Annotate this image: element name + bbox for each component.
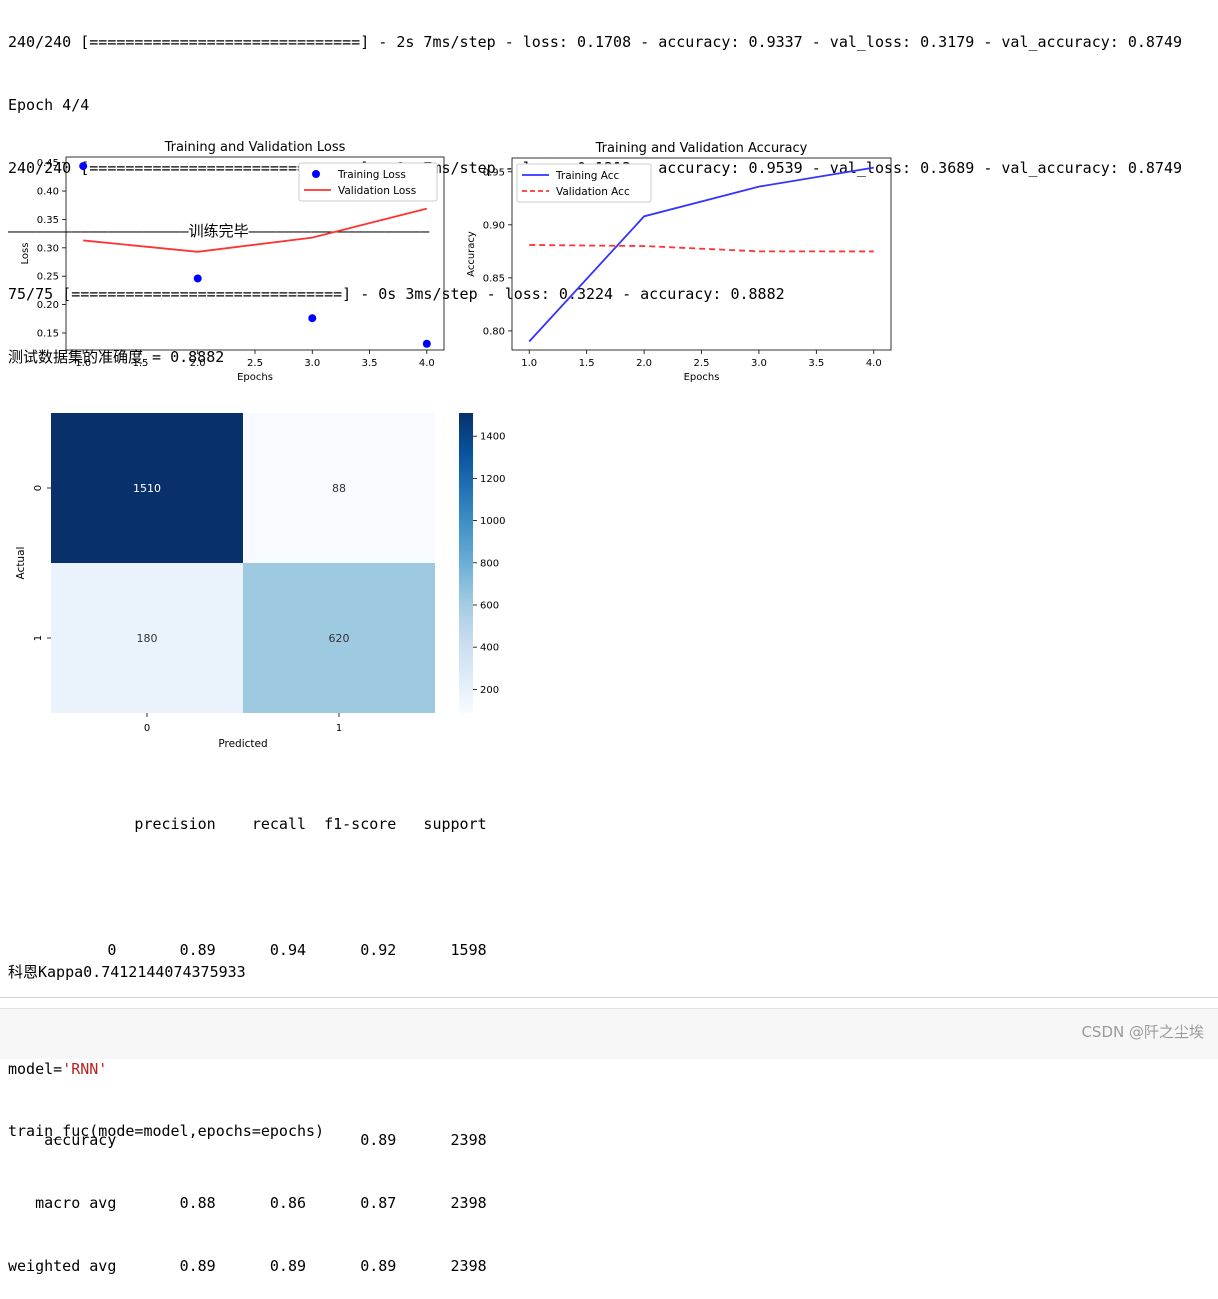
legend-box (298, 162, 438, 202)
log-line: 测试数据集的准确度 = 0.8882 (8, 348, 225, 366)
watermark: CSDN @阡之尘埃 (1081, 1023, 1204, 1041)
heatmap-value-label: 180 (137, 632, 158, 645)
kappa-output: 科恩Kappa0.7412144074375933 (8, 963, 246, 981)
legend-box (516, 163, 652, 203)
colorbar-tick-label: 600 (480, 600, 499, 611)
y-tick-label: 0.15 (37, 328, 59, 339)
x-tick-label: 2.0 (190, 358, 206, 369)
log-line: Epoch 4/4 (8, 96, 90, 114)
x-tick-label: 0 (144, 723, 150, 734)
x-tick-label: 2.5 (694, 358, 710, 369)
colorbar (459, 413, 473, 713)
y-tick-label: 0.80 (483, 326, 505, 337)
x-tick-label: 1.5 (133, 358, 149, 369)
code-cell[interactable]: model='RNN' train_fuc(mode=model,epochs=… (0, 1008, 1218, 1140)
code-line[interactable]: train_fuc(mode=model,epochs=epochs) (8, 1122, 325, 1140)
heatmap-value-label: 1510 (133, 482, 161, 495)
report-row (8, 877, 487, 898)
y-tick-label: 0.25 (37, 272, 59, 283)
training-log: 240/240 [==============================]… (8, 0, 1182, 389)
x-axis-label: Epochs (684, 372, 720, 383)
x-tick-label: 4.0 (419, 358, 435, 369)
y-tick-label: 0.95 (483, 167, 505, 178)
y-tick-label: 0.85 (483, 273, 505, 284)
x-tick-label: 2.5 (247, 358, 263, 369)
y-axis-label: Accuracy (466, 231, 477, 277)
accuracy-chart: Training and Validation Accuracy 1.0 1.5 2.… (466, 141, 892, 383)
x-tick-label: 1.0 (75, 358, 91, 369)
legend-label: Validation Acc (556, 186, 630, 198)
colorbar-tick-label: 1000 (480, 516, 505, 527)
y-tick-label: 0.45 (37, 158, 59, 169)
legend-label: Validation Loss (338, 185, 416, 197)
data-point (193, 274, 202, 283)
x-tick-label: 1.0 (521, 358, 537, 369)
colorbar-tick-label: 800 (480, 558, 499, 569)
report-row: macro avg 0.88 0.86 0.87 2398 (8, 1194, 487, 1213)
chart-title: Training and Validation Accuracy (595, 141, 808, 156)
colorbar-tick-label: 1400 (480, 432, 505, 443)
x-tick-label: 4.0 (866, 358, 882, 369)
x-tick-label: 1 (336, 723, 342, 734)
code-editor[interactable]: model='RNN' train_fuc(mode=model,epochs=… (8, 1017, 324, 1183)
heatmap-cell (243, 413, 435, 563)
legend-label: Training Acc (555, 170, 620, 182)
x-axis-label: Epochs (237, 372, 273, 383)
report-row: 0 0.89 0.94 0.92 1598 (8, 941, 487, 960)
report-row: weighted avg 0.89 0.89 0.89 2398 (8, 1257, 487, 1276)
y-axis-label: Loss (20, 243, 31, 265)
log-line: 75/75 [==============================] -… (8, 285, 785, 303)
colorbar-tick-label: 400 (480, 643, 499, 654)
legend-marker (312, 170, 320, 178)
heatmap-cell (243, 563, 435, 713)
y-tick-label: 0.35 (37, 215, 59, 226)
y-tick-label: 1 (33, 635, 44, 641)
series-line (83, 207, 428, 253)
y-tick-label: 0.30 (37, 243, 59, 254)
cell-divider (0, 997, 1218, 998)
heatmap-value-label: 620 (329, 632, 350, 645)
legend-label: Training Loss (337, 169, 406, 181)
x-tick-label: 3.5 (808, 358, 824, 369)
heatmap-value-label: 88 (332, 482, 346, 495)
series-line (528, 166, 874, 343)
y-tick-label: 0 (33, 485, 44, 491)
series-line (529, 244, 874, 253)
data-point (79, 162, 88, 171)
x-tick-label: 2.0 (636, 358, 652, 369)
x-tick-label: 3.5 (362, 358, 378, 369)
x-tick-label: 3.0 (304, 358, 320, 369)
x-tick-label: 1.5 (579, 358, 595, 369)
chart-title: Training and Validation Loss (164, 140, 346, 155)
colorbar-tick-label: 200 (480, 685, 499, 696)
heatmap-cell (51, 413, 243, 563)
heatmap-cell (51, 563, 243, 713)
log-line: 240/240 [==============================]… (8, 33, 1182, 51)
y-axis-label: Actual (15, 547, 27, 580)
log-line: 240/240 [==============================]… (8, 159, 1182, 177)
report-header: precision recall f1-score support (8, 815, 487, 833)
x-axis-label: Predicted (218, 738, 267, 750)
data-point (308, 314, 317, 323)
loss-chart: Training and Validation Loss 1.0 1.5 2.0 2.5… (20, 140, 445, 383)
data-point (422, 339, 431, 348)
code-line[interactable]: model='RNN' (8, 1059, 324, 1079)
code-token: model= (8, 1060, 63, 1078)
code-string-token: 'RNN' (62, 1060, 108, 1078)
x-tick-label: 3.0 (751, 358, 767, 369)
y-tick-label: 0.20 (37, 300, 59, 311)
y-tick-label: 0.90 (483, 220, 505, 231)
colorbar-tick-label: 1200 (480, 474, 505, 485)
y-tick-label: 0.40 (37, 187, 59, 198)
confusion-matrix-heatmap: 1510 88 180 620 0 1 0 1 Predicted Actual 1400 1200 1… (15, 413, 505, 750)
